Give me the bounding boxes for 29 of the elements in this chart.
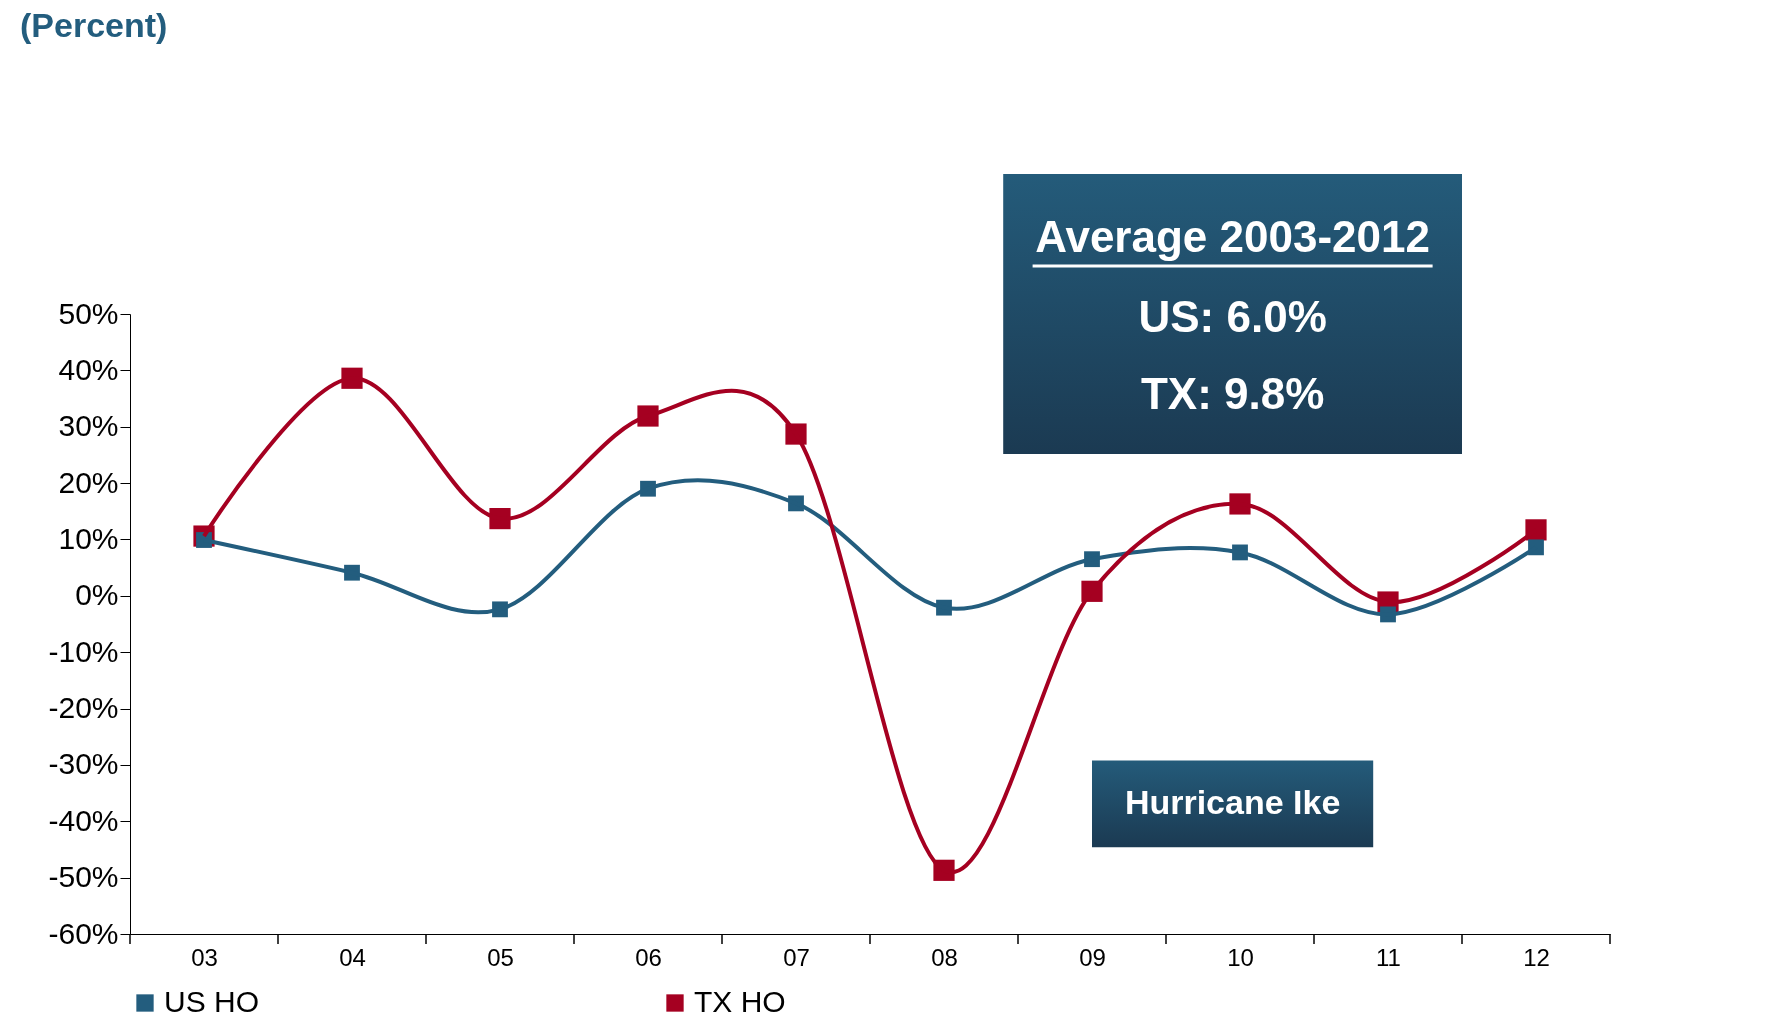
y-tick-label: 20% [58, 465, 119, 499]
x-tick-label: 07 [783, 943, 810, 971]
x-tick-label: 09 [1079, 943, 1106, 971]
annotation: Hurricane Ike [1124, 782, 1341, 821]
x-tick-label: 10 [1227, 943, 1254, 971]
x-tick-label: 12 [1523, 943, 1550, 971]
y-tick-label: -20% [48, 691, 119, 725]
x-tick-label: 06 [635, 943, 662, 971]
x-tick-label: 11 [1376, 943, 1401, 971]
y-tick-label: 50% [58, 296, 119, 330]
y-tick-label: -30% [48, 747, 119, 781]
x-tick-label: 08 [931, 943, 958, 971]
chart-title: (Percent) [20, 6, 168, 44]
annotation: US: 6.0% [1138, 292, 1327, 341]
y-tick-label: 0% [75, 578, 119, 612]
y-tick-label: -40% [48, 803, 119, 837]
y-tick-label: 10% [58, 521, 119, 555]
y-tick-label: 30% [58, 409, 119, 443]
x-tick-label: 05 [487, 943, 514, 971]
x-tick-label: 03 [191, 943, 218, 971]
y-tick-label: 40% [58, 352, 119, 386]
x-tick-label: 04 [339, 943, 366, 971]
text: Average 2003-2012 [1035, 212, 1430, 261]
y-tick-label: -50% [48, 860, 119, 894]
y-tick-label: -10% [48, 634, 119, 668]
annotation: TX: 9.8% [1140, 369, 1325, 418]
legend-label: TX HO [694, 985, 786, 1018]
legend-label: US HO [164, 985, 260, 1018]
y-tick-label: -60% [48, 916, 119, 950]
